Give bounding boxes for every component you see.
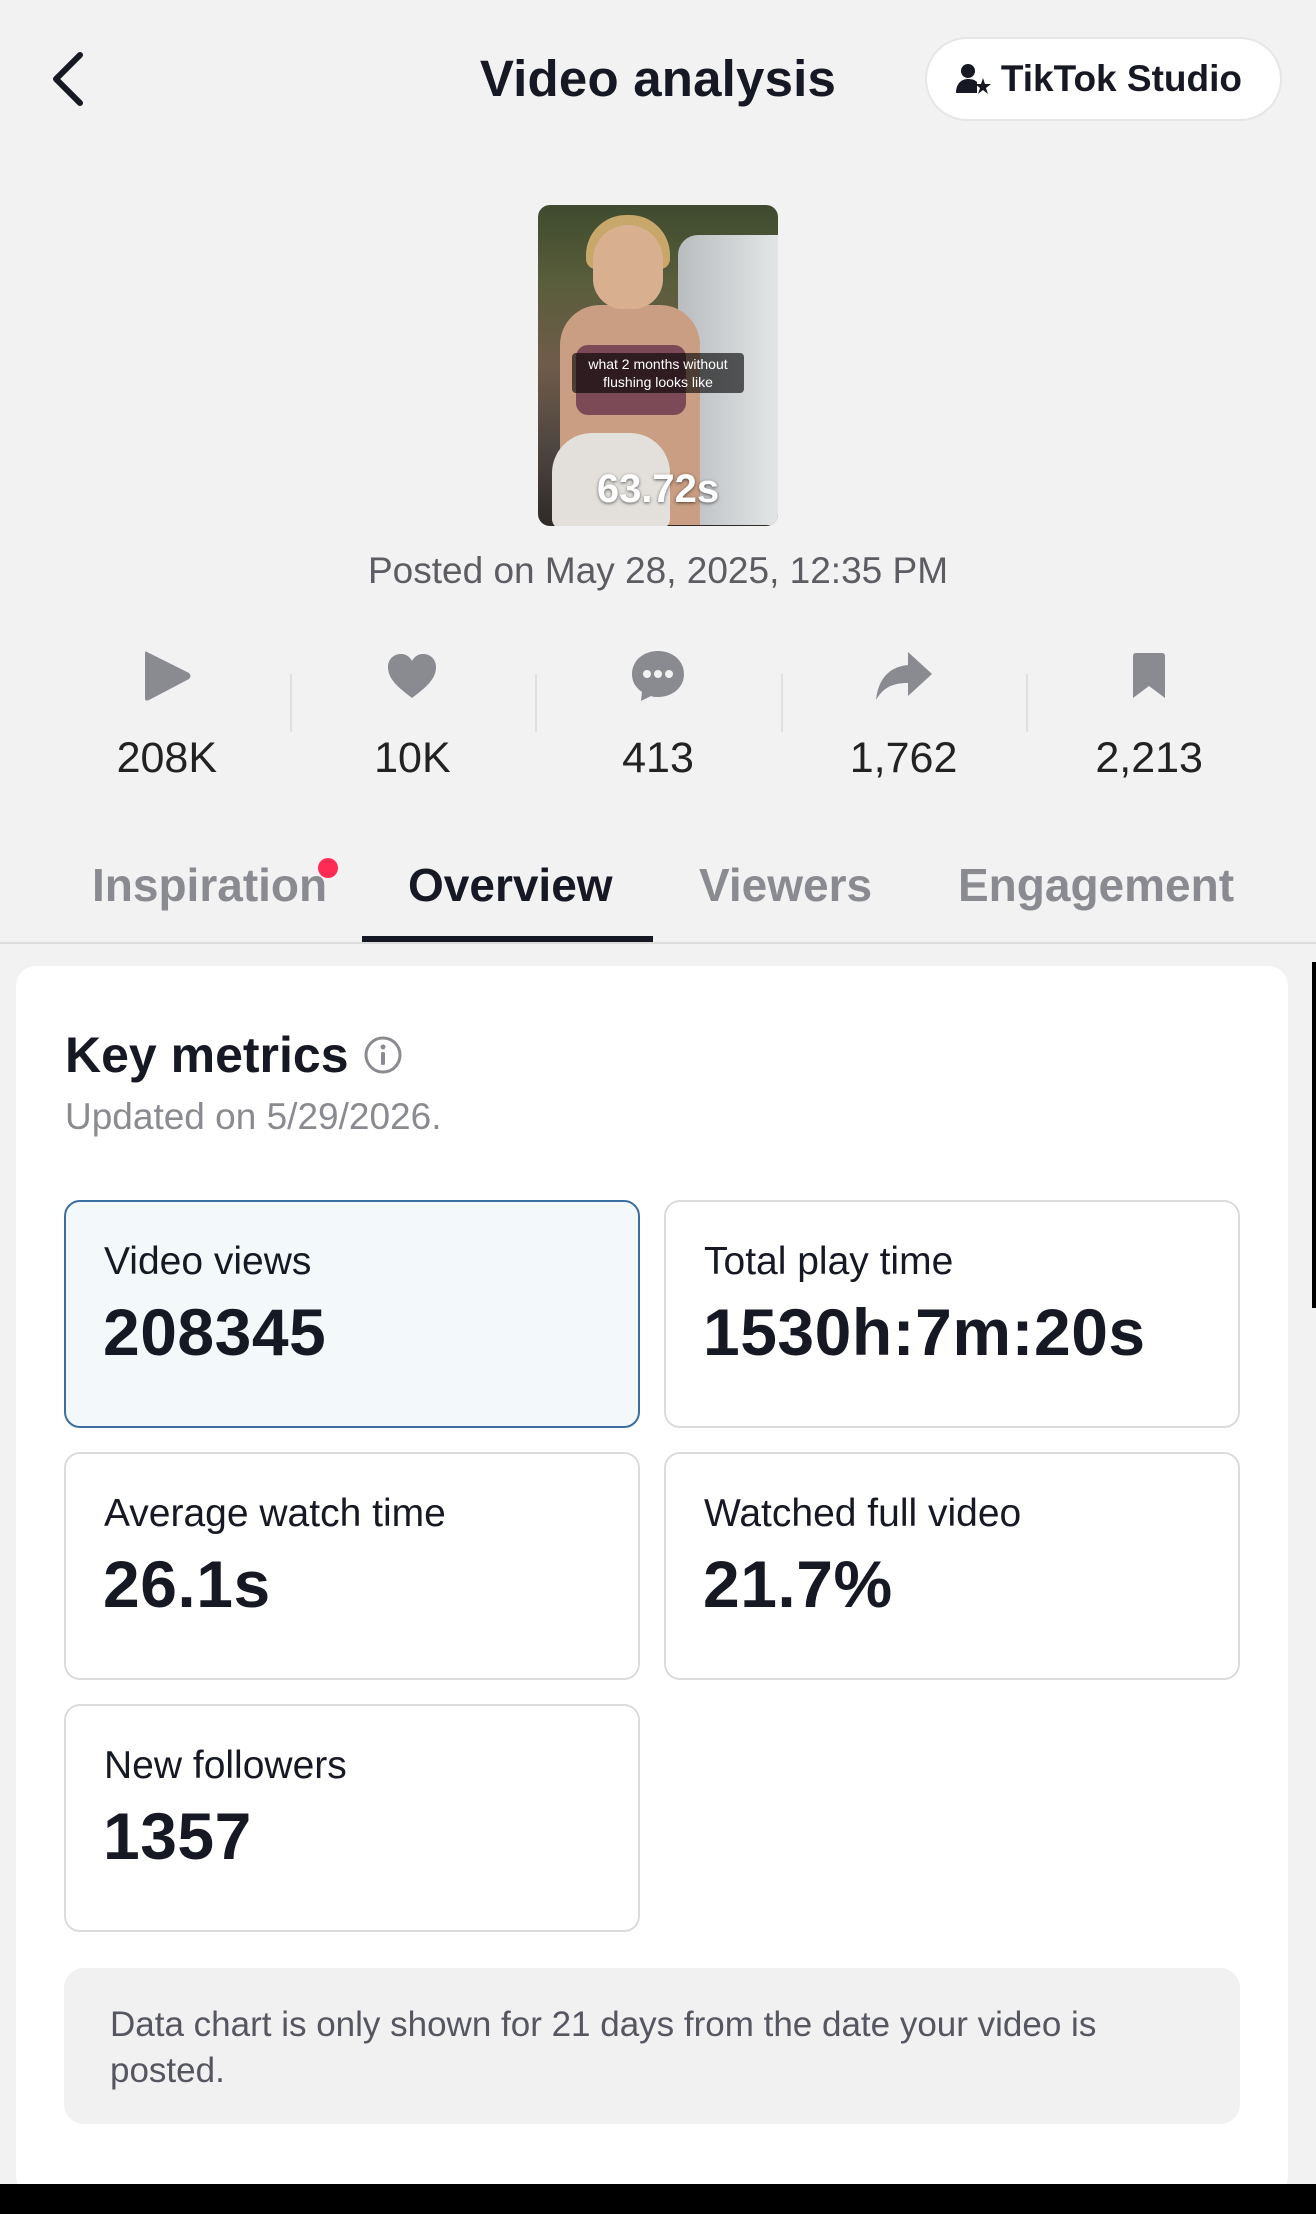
tiktok-studio-button[interactable]: TikTok Studio [924,37,1282,121]
metric-card-new-followers[interactable]: New followers 1357 [64,1704,640,1932]
video-thumbnail[interactable]: what 2 months without flushing looks lik… [538,205,778,526]
back-button[interactable] [38,46,98,112]
play-icon [144,651,191,701]
heart-icon [388,654,437,698]
bookmark-icon [1133,653,1166,698]
stat-value: 413 [622,734,694,782]
share-icon [875,652,932,700]
comment-icon [631,651,684,701]
studio-button-label: TikTok Studio [1000,58,1242,99]
key-metrics-heading: Key metrics [65,1026,403,1084]
metric-label: Watched full video [704,1492,1022,1535]
stat-likes: 10K [289,640,536,790]
tab-overview[interactable]: Overview [408,859,613,911]
stat-value: 2,213 [1095,734,1203,782]
tab-engagement[interactable]: Engagement [958,859,1235,911]
data-chart-notice: Data chart is only shown for 21 days fro… [64,1968,1240,2124]
thumbnail-toilet [552,433,670,526]
metric-card-watched-full-video[interactable]: Watched full video 21.7% [664,1452,1240,1680]
active-tab-indicator [362,936,653,942]
tab-viewers[interactable]: Viewers [699,859,873,911]
metric-value: 26.1s [103,1547,271,1621]
metric-label: Average watch time [104,1492,446,1535]
metric-value: 21.7% [703,1547,893,1621]
key-metrics-title: Key metrics [65,1027,349,1083]
metric-label: Video views [104,1240,312,1283]
metric-label: Total play time [704,1240,954,1283]
metric-card-video-views[interactable]: Video views 208345 [64,1200,640,1428]
metric-card-average-watch-time[interactable]: Average watch time 26.1s [64,1452,640,1680]
metric-card-total-play-time[interactable]: Total play time 1530h:7m:20s [664,1200,1240,1428]
tab-bar: Inspiration Overview Viewers Engagement [0,840,1316,944]
stat-comments: 413 [535,640,781,790]
stat-saves: 2,213 [1026,640,1272,790]
posted-date: Posted on May 28, 2025, 12:35 PM [367,550,949,591]
stats-row: 208K 10K 413 [44,640,1272,790]
chevron-left-icon [53,52,83,106]
bottom-edge [0,2184,1316,2214]
thumbnail-face [593,225,663,309]
stat-value: 10K [374,734,451,782]
video-caption: what 2 months without flushing looks lik… [572,353,744,393]
notification-dot [318,858,338,878]
scrollbar[interactable] [1312,962,1316,1308]
metric-value: 208345 [103,1295,327,1369]
stat-value: 1,762 [849,734,958,782]
info-icon[interactable] [363,1035,403,1075]
metric-value: 1357 [103,1799,252,1873]
key-metrics-card: Key metrics Updated on 5/29/2026. Video … [16,966,1288,2196]
metric-label: New followers [104,1744,347,1787]
tab-inspiration[interactable]: Inspiration [92,859,328,911]
metric-value: 1530h:7m:20s [703,1295,1146,1369]
stat-views: 208K [44,640,290,790]
creator-icon [955,64,991,94]
stat-value: 208K [116,734,218,782]
video-duration: 63.72s [596,467,720,511]
stat-shares: 1,762 [780,640,1027,790]
updated-date: Updated on 5/29/2026. [65,1096,442,1137]
